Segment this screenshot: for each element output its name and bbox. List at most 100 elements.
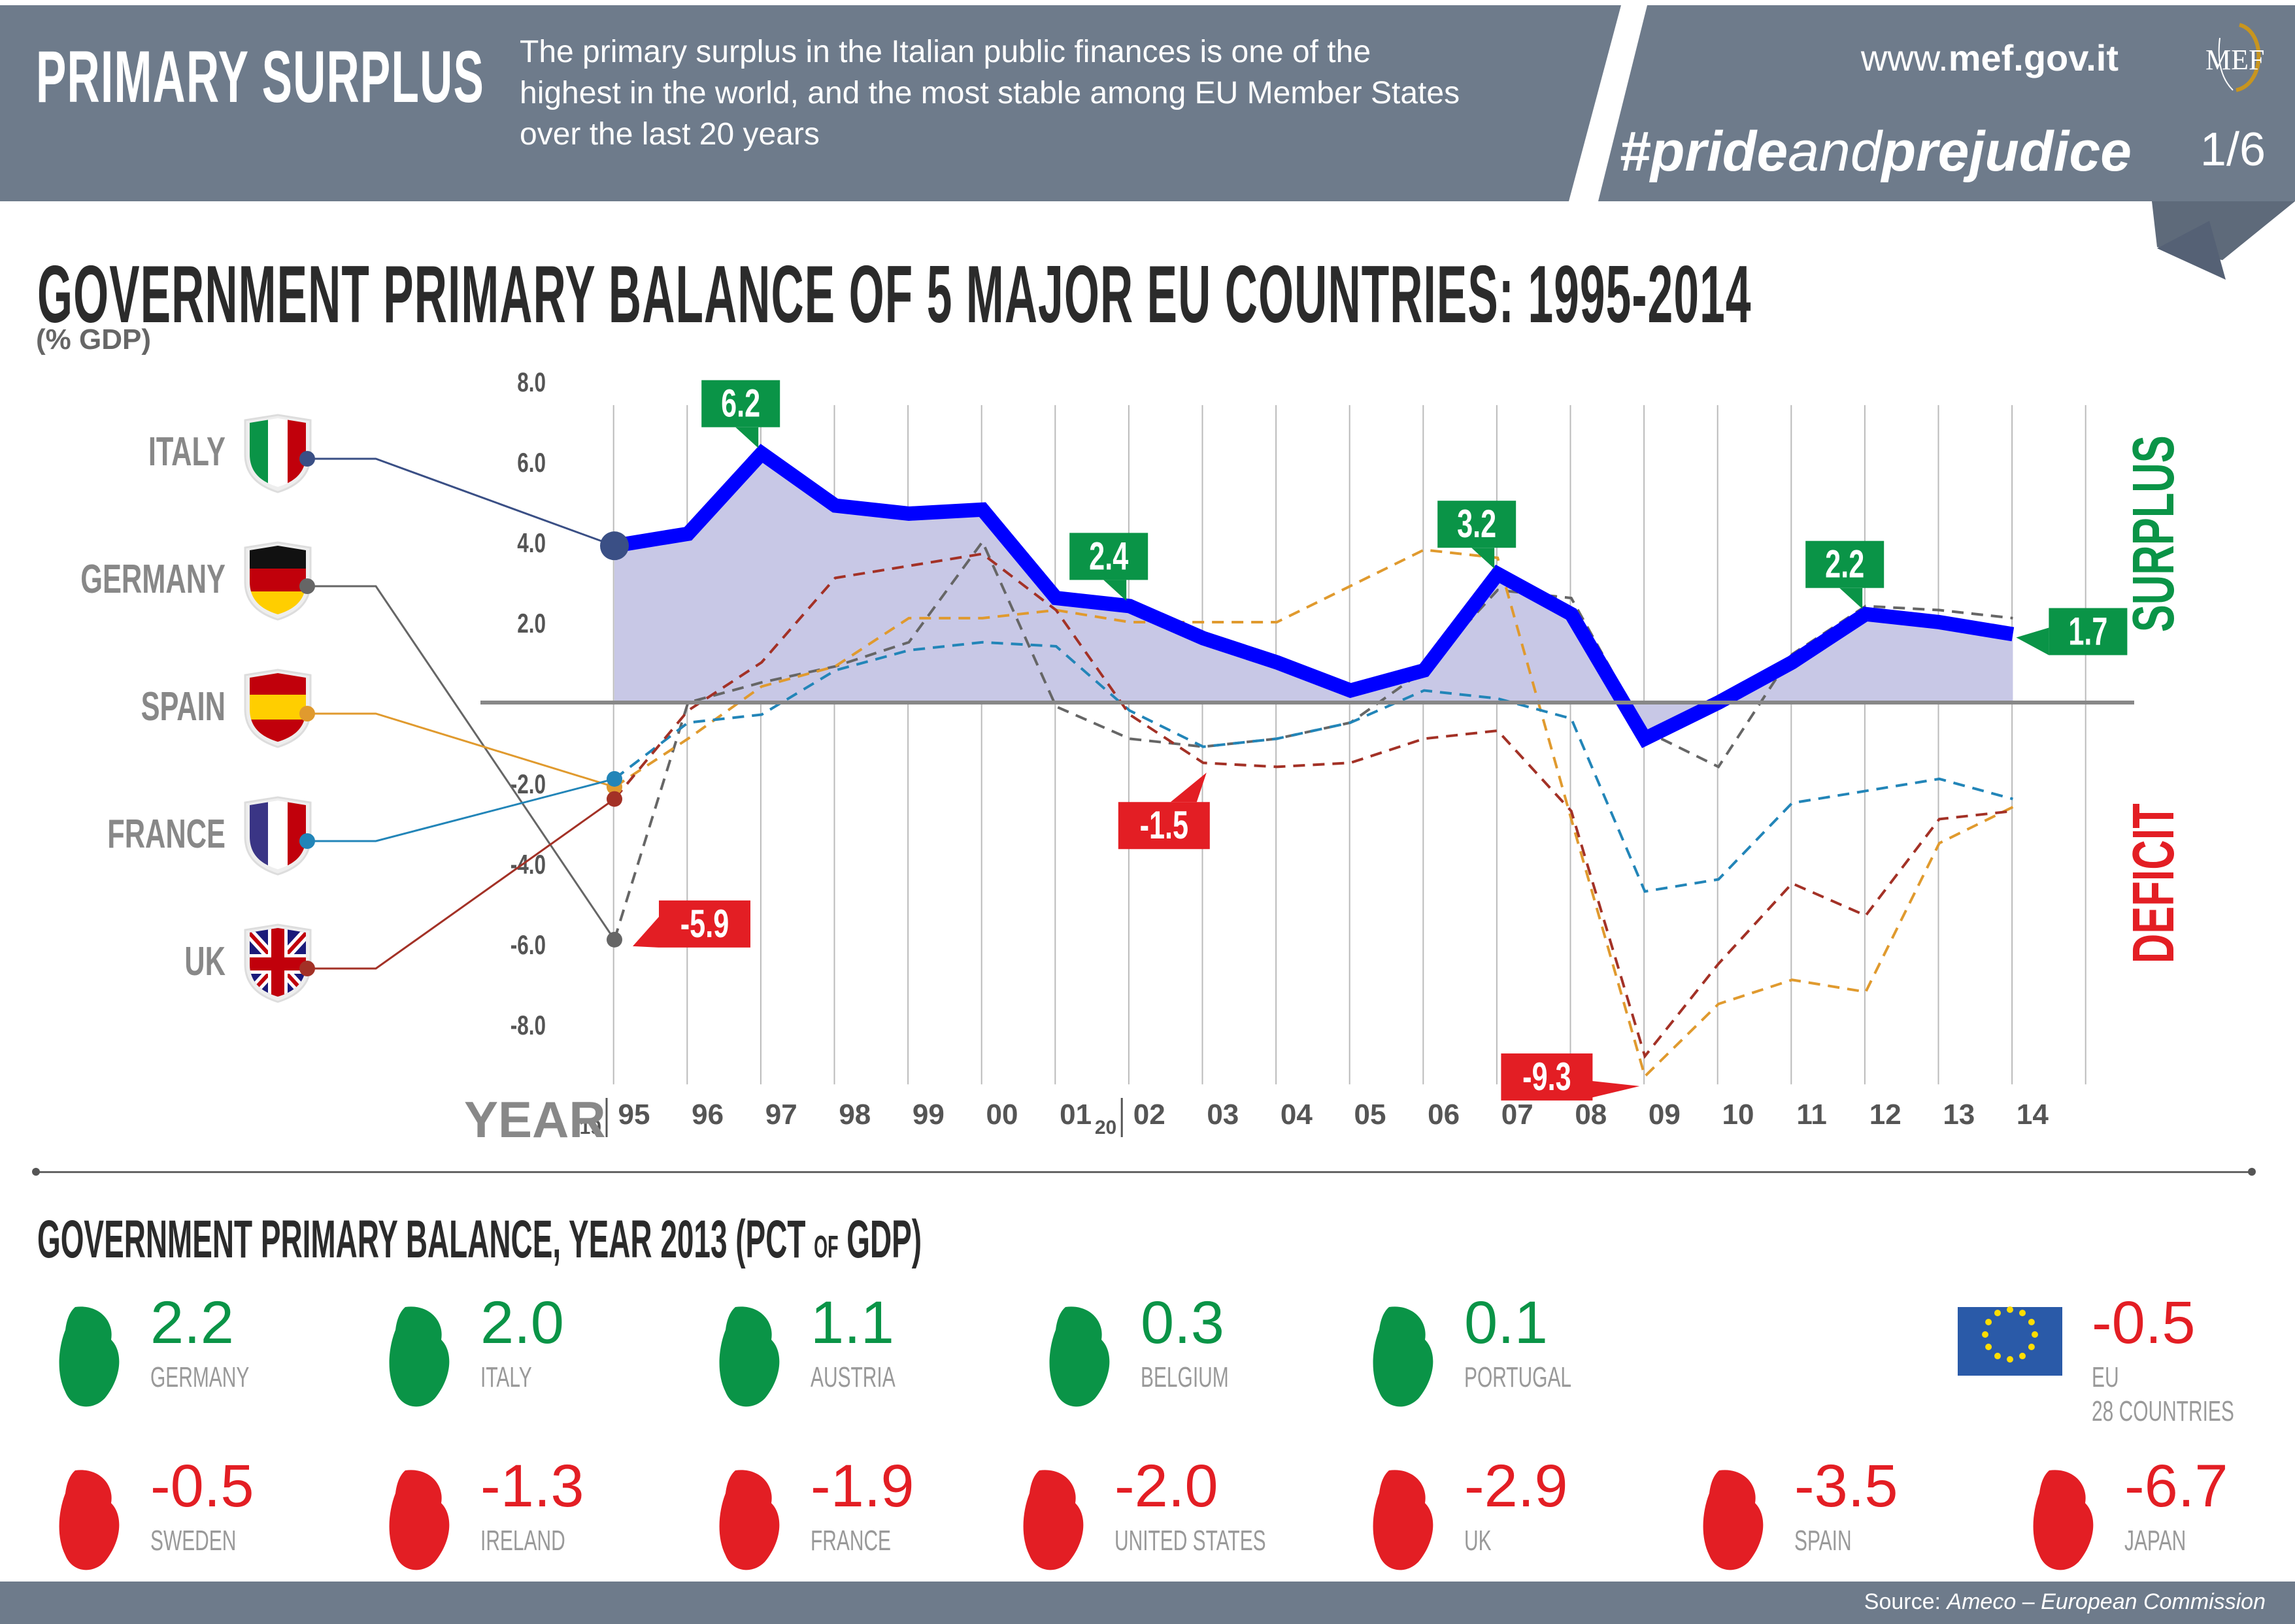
stat-value: 0.3 [1141, 1289, 1224, 1356]
stat-value: 2.0 [480, 1289, 564, 1356]
stat-united-states: -2.0 UNITED STATES [1010, 1453, 1350, 1614]
title-part: GOVERNMENT PRIMARY BALANCE, YEAR 2013 (P… [37, 1210, 814, 1269]
y-tick-label: -6.0 [511, 929, 546, 961]
legend-label: UK [184, 940, 226, 984]
stat-portugal: 0.1 PORTUGAL [1360, 1289, 1700, 1451]
stat-value: -0.5 [150, 1453, 254, 1519]
italy-area-fill [614, 453, 2013, 739]
annotation-box [2049, 608, 2128, 655]
annotation-pointer [1170, 772, 1207, 803]
annotation-pointer [1839, 588, 1863, 609]
page-indicator: 1/6 [2200, 124, 2266, 176]
x-tick-label: 05 [1354, 1099, 1386, 1131]
annotation-label: 2.2 [1825, 543, 1864, 587]
stat-sweden: -0.5 SWEDEN [46, 1453, 386, 1614]
stat-germany: 2.2 GERMANY [46, 1289, 386, 1451]
annotation-label: -5.9 [680, 903, 729, 946]
annotation-label: 6.2 [721, 382, 760, 426]
flag-stripe [250, 569, 306, 591]
annotation-box [659, 900, 750, 948]
legend-dot [299, 706, 315, 721]
uk-flag-shield-icon [244, 923, 312, 1003]
surplus-label: SURPLUS [2121, 435, 2186, 632]
annotation-box [1118, 802, 1210, 850]
annotation-pointer [633, 916, 659, 948]
mef-logo-icon: MEF [2200, 18, 2266, 97]
source-note: Source: Ameco – European Commission [1864, 1589, 2266, 1615]
annotation-box [1069, 533, 1148, 580]
portugal-map-icon [1373, 1306, 1433, 1407]
legend-dot [299, 833, 315, 849]
stat-japan: -6.7 JAPAN [2020, 1453, 2295, 1614]
title-part: GDP) [838, 1210, 922, 1269]
stat-value: 1.1 [811, 1289, 894, 1356]
spain-map-icon [1703, 1470, 1764, 1570]
x-tick-label: 00 [986, 1099, 1018, 1131]
site-domain: mef.gov.it [1948, 37, 2119, 78]
legend-connector [307, 778, 615, 842]
legend-connector [307, 457, 615, 547]
germany-flag-shield-icon [244, 541, 312, 621]
flag-fill [250, 801, 306, 869]
hashtag-part: and [1788, 120, 1882, 183]
deficit-label: DEFICIT [2121, 803, 2186, 963]
line-chart: 8.06.04.02.0-2.0-4.0-6.0-8.095 96 97 98 99 00… [80, 367, 2186, 1148]
website-link[interactable]: www.mef.gov.it [1861, 37, 2119, 79]
annotation-label: -9.3 [1522, 1055, 1571, 1099]
x-tick-label: 09 [1649, 1099, 1681, 1131]
series-start-dot [607, 791, 622, 807]
annotation-pointer [1579, 1079, 1640, 1101]
annotation-label: -1.5 [1140, 804, 1188, 848]
header-shape [0, 5, 2295, 280]
hashtag[interactable]: #prideandprejudice [1619, 120, 2132, 184]
france-flag-shield-icon [244, 796, 312, 876]
x-tick-label: 02 [1133, 1099, 1165, 1131]
spain-flag-shield-icon [244, 669, 312, 748]
x-tick-label: 99 [913, 1099, 945, 1131]
stat-value: -3.5 [1794, 1453, 1898, 1519]
axes: 8.06.04.02.0-2.0-4.0-6.0-8.095 96 97 98 99 00… [464, 367, 2186, 1148]
x-axis-title: YEAR [464, 1091, 606, 1148]
annotation-box [1501, 1053, 1593, 1101]
legend-dot [299, 961, 315, 976]
flag-fill [250, 546, 306, 614]
stat-value: 2.2 [150, 1289, 234, 1356]
x-tick-label: 96 [692, 1099, 724, 1131]
flag-stripe [250, 695, 306, 720]
x-tick-label: 13 [1943, 1099, 1975, 1131]
flag-fill [250, 928, 306, 997]
stat-austria: 1.1 AUSTRIA [706, 1289, 1046, 1451]
stat-label: EU 28 COUNTRIES [2092, 1361, 2234, 1427]
series-lines [613, 444, 2015, 1079]
y-tick-label: 2.0 [517, 608, 546, 639]
century-label: 19 [580, 1117, 601, 1138]
germany-map-icon [59, 1306, 120, 1407]
annotation-label: 2.4 [1089, 535, 1128, 579]
header-title: PRIMARY SURPLUS [36, 36, 485, 118]
flag-stripe [250, 673, 306, 695]
x-tick-label: 11 [1796, 1099, 1827, 1131]
x-tick-label: 98 [839, 1099, 871, 1131]
series-start-dot [600, 531, 629, 561]
x-tick-label: 07 [1501, 1099, 1533, 1131]
series-start-dot [607, 931, 622, 948]
eu-flag-icon [1958, 1306, 2062, 1376]
stat-value: -1.3 [480, 1453, 584, 1519]
stat-value: -0.5 [2092, 1289, 2196, 1356]
x-tick-label: 14 [2017, 1099, 2049, 1131]
x-tick-label: 97 [765, 1099, 797, 1131]
stat-label: AUSTRIA [811, 1361, 896, 1393]
stat-label: SPAIN [1794, 1525, 1852, 1557]
japan-map-icon [2033, 1470, 2094, 1570]
annotation-box [1805, 540, 1885, 588]
chart-title: GOVERNMENT PRIMARY BALANCE OF 5 MAJOR EU… [37, 250, 1752, 340]
x-tick-label: 03 [1207, 1099, 1239, 1131]
century-label: 20 [1095, 1117, 1116, 1138]
source-name: European Commission [2041, 1589, 2266, 1614]
legend-label: FRANCE [107, 812, 226, 857]
y-tick-label: -4.0 [511, 849, 546, 880]
title-part: OF [814, 1230, 839, 1265]
series-start-dot [607, 771, 622, 787]
stat-value: -1.9 [811, 1453, 914, 1519]
section2-title: GOVERNMENT PRIMARY BALANCE, YEAR 2013 (P… [37, 1209, 922, 1270]
